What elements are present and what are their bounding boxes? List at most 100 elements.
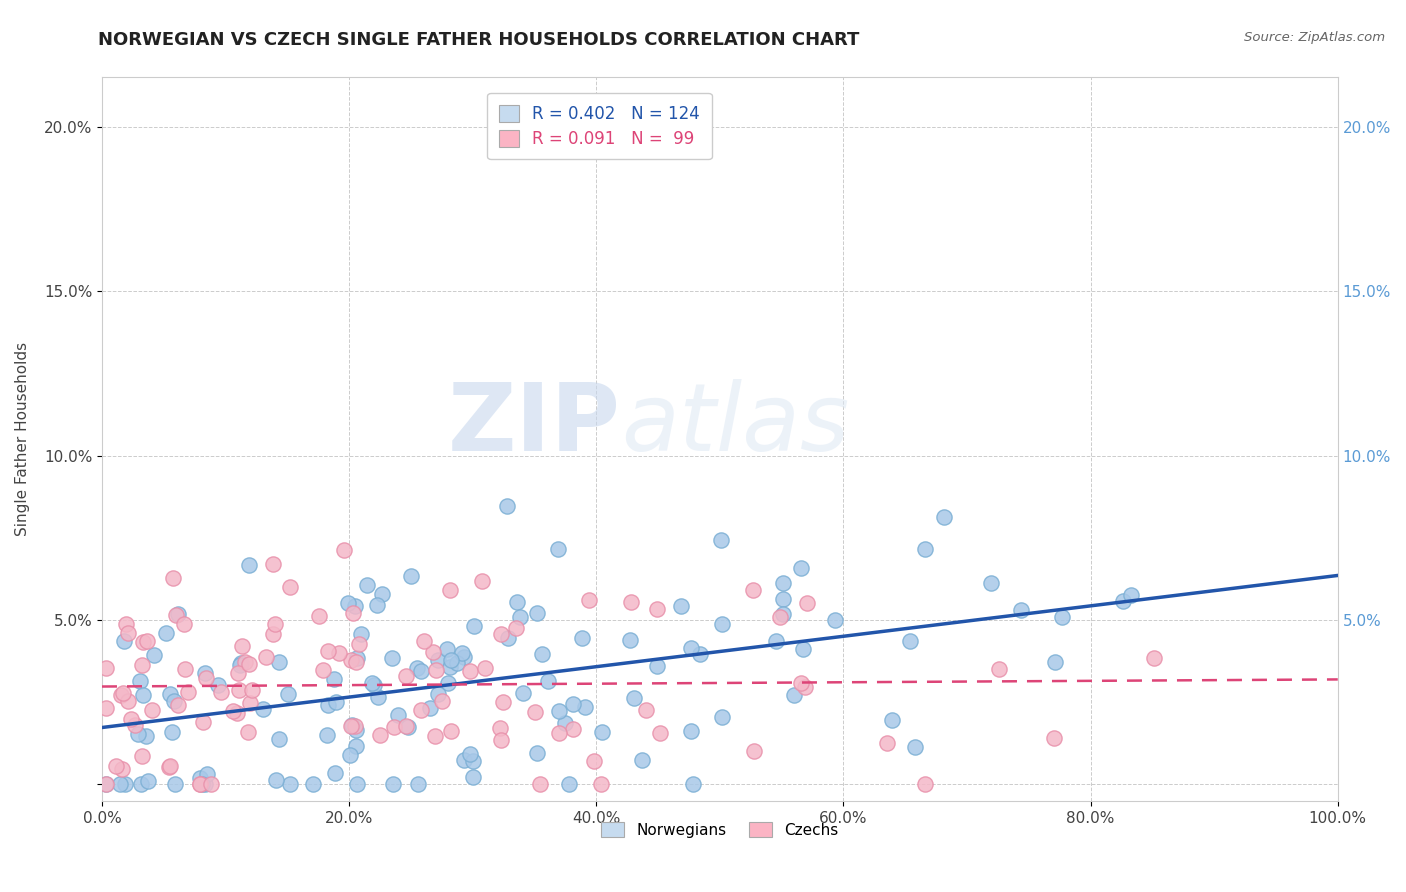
Point	[173, 616, 195, 631]
Point	[395, 669, 418, 683]
Point	[824, 613, 846, 627]
Point	[308, 609, 330, 624]
Point	[409, 665, 432, 679]
Point	[474, 661, 496, 675]
Point	[94, 660, 117, 674]
Point	[634, 703, 657, 717]
Point	[450, 646, 472, 660]
Point	[742, 583, 765, 598]
Point	[191, 777, 214, 791]
Point	[526, 747, 548, 761]
Point	[471, 574, 494, 588]
Point	[419, 701, 441, 715]
Point	[342, 606, 364, 620]
Point	[876, 736, 898, 750]
Point	[1143, 651, 1166, 665]
Point	[131, 657, 153, 672]
Point	[328, 646, 350, 660]
Point	[440, 723, 463, 738]
Point	[221, 704, 243, 718]
Point	[94, 777, 117, 791]
Point	[790, 676, 813, 690]
Point	[914, 541, 936, 556]
Point	[252, 702, 274, 716]
Point	[336, 596, 359, 610]
Point	[238, 558, 260, 573]
Point	[460, 747, 482, 762]
Text: Source: ZipAtlas.com: Source: ZipAtlas.com	[1244, 31, 1385, 45]
Point	[980, 576, 1002, 591]
Point	[439, 583, 461, 598]
Point	[278, 777, 301, 791]
Point	[409, 703, 432, 717]
Point	[742, 744, 765, 758]
Point	[340, 717, 363, 731]
Point	[794, 680, 817, 694]
Point	[582, 754, 605, 768]
Point	[1119, 589, 1142, 603]
Point	[1043, 731, 1066, 745]
Point	[1050, 610, 1073, 624]
Point	[489, 721, 512, 735]
Point	[361, 676, 384, 690]
Point	[530, 648, 553, 662]
Point	[710, 710, 733, 724]
Point	[669, 599, 692, 613]
Point	[346, 650, 368, 665]
Point	[425, 663, 447, 677]
Point	[561, 722, 583, 736]
Point	[115, 616, 138, 631]
Point	[325, 694, 347, 708]
Point	[194, 671, 217, 685]
Point	[240, 682, 263, 697]
Point	[440, 653, 463, 667]
Point	[783, 688, 806, 702]
Point	[165, 607, 187, 622]
Point	[163, 694, 186, 708]
Point	[229, 657, 252, 671]
Point	[1112, 593, 1135, 607]
Point	[426, 687, 449, 701]
Point	[506, 595, 529, 609]
Point	[772, 575, 794, 590]
Point	[228, 682, 250, 697]
Point	[343, 719, 366, 733]
Point	[302, 777, 325, 791]
Point	[790, 561, 813, 575]
Point	[111, 762, 134, 776]
Point	[589, 777, 612, 791]
Point	[1010, 603, 1032, 617]
Point	[278, 580, 301, 594]
Point	[382, 777, 405, 791]
Point	[233, 656, 256, 670]
Point	[436, 641, 458, 656]
Text: NORWEGIAN VS CZECH SINGLE FATHER HOUSEHOLDS CORRELATION CHART: NORWEGIAN VS CZECH SINGLE FATHER HOUSEHO…	[98, 31, 860, 49]
Point	[620, 595, 643, 609]
Point	[439, 659, 461, 673]
Point	[131, 688, 153, 702]
Point	[162, 571, 184, 585]
Point	[177, 684, 200, 698]
Point	[548, 704, 571, 718]
Point	[323, 766, 346, 780]
Point	[262, 558, 284, 572]
Point	[262, 626, 284, 640]
Point	[131, 748, 153, 763]
Point	[332, 543, 354, 558]
Point	[710, 533, 733, 548]
Point	[318, 698, 340, 713]
Point	[446, 656, 468, 670]
Point	[209, 685, 232, 699]
Point	[554, 715, 576, 730]
Point	[127, 727, 149, 741]
Point	[619, 632, 641, 647]
Point	[914, 777, 936, 791]
Point	[132, 634, 155, 648]
Point	[382, 720, 405, 734]
Point	[228, 658, 250, 673]
Point	[505, 621, 527, 635]
Point	[647, 602, 669, 616]
Point	[368, 728, 391, 742]
Point	[689, 647, 711, 661]
Point	[396, 720, 419, 734]
